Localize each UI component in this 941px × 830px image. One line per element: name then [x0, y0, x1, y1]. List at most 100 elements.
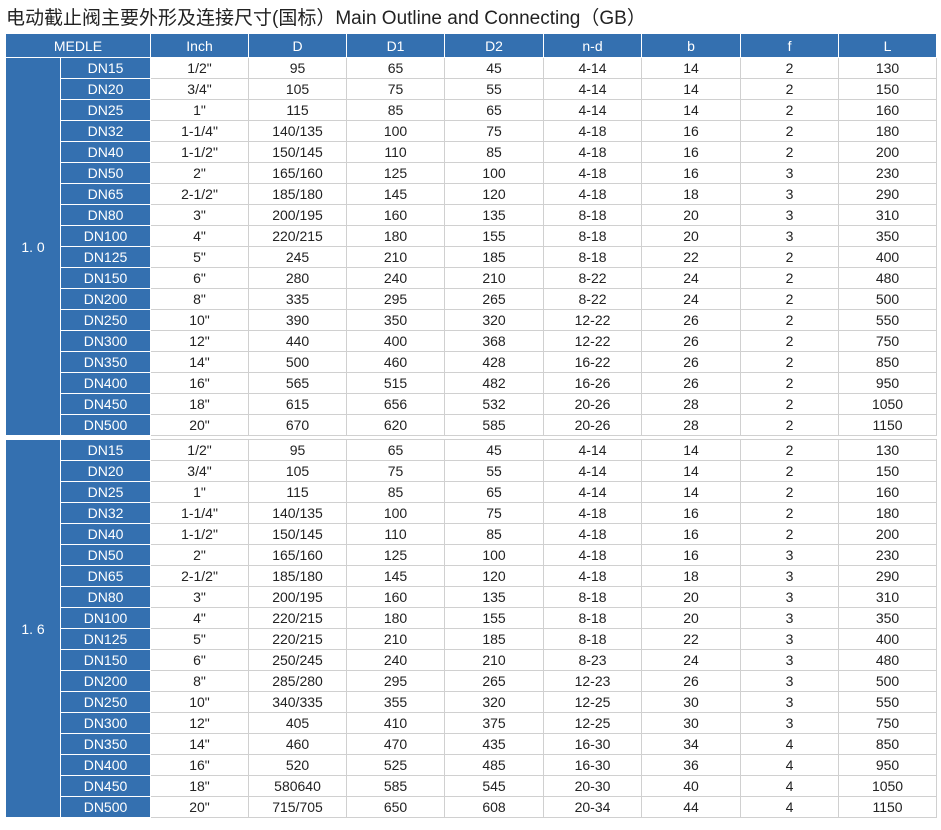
table-row: DN80 3" 200/195 160 135 8-18 20 3 310: [6, 586, 938, 608]
table-cell: 4-18: [543, 120, 643, 142]
table-cell: 220/215: [248, 225, 348, 247]
table-cell: 4-14: [543, 99, 643, 121]
dn-size-cell: DN15: [59, 439, 152, 461]
table-cell: 16": [150, 372, 250, 394]
table-cell: 110: [346, 141, 446, 163]
table-cell: 30: [641, 712, 742, 734]
table-cell: 8-18: [543, 607, 643, 629]
table-cell: 620: [346, 414, 446, 436]
table-cell: 8-18: [543, 628, 643, 650]
table-cell: 2: [740, 57, 840, 79]
table-row: DN200 8" 335 295 265 8-22 24 2 500: [6, 288, 938, 310]
table-cell: 105: [248, 460, 348, 482]
table-cell: 14: [641, 439, 742, 461]
table-cell: 26: [641, 309, 742, 331]
table-cell: 200: [838, 523, 938, 545]
table-cell: 8-18: [543, 586, 643, 608]
table-cell: 12-22: [543, 309, 643, 331]
table-cell: 75: [444, 120, 545, 142]
dn-size-cell: DN80: [59, 204, 152, 226]
table-cell: 515: [346, 372, 446, 394]
dn-size-cell: DN25: [59, 481, 152, 503]
table-cell: 18: [641, 183, 742, 205]
table-cell: 100: [346, 120, 446, 142]
dn-size-cell: DN500: [59, 414, 152, 436]
table-cell: 14": [150, 351, 250, 373]
dn-size-cell: DN32: [59, 502, 152, 524]
table-row: DN350 14" 500 460 428 16-22 26 2 850: [6, 351, 938, 373]
table-cell: 3: [740, 162, 840, 184]
table-cell: 850: [838, 733, 938, 755]
dn-size-cell: DN350: [59, 351, 152, 373]
table-cell: 120: [444, 183, 545, 205]
dn-size-cell: DN65: [59, 183, 152, 205]
table-cell: 14: [641, 99, 742, 121]
table-cell: 320: [444, 309, 545, 331]
column-header: D: [248, 33, 348, 58]
table-cell: 26: [641, 372, 742, 394]
table-cell: 20": [150, 796, 250, 818]
table-cell: 55: [444, 78, 545, 100]
table-cell: 8-22: [543, 267, 643, 289]
dn-size-cell: DN15: [59, 57, 152, 79]
table-cell: 26: [641, 670, 742, 692]
dn-size-cell: DN25: [59, 99, 152, 121]
table-cell: 1-1/2": [150, 141, 250, 163]
table-cell: 3: [740, 712, 840, 734]
table-row: 1. 0 DN15 1/2" 95 65 45 4-14 14 2 130: [5, 57, 938, 436]
table-cell: 400: [346, 330, 446, 352]
table-cell: 125: [346, 162, 446, 184]
table-row: DN20 3/4" 105 75 55 4-14 14 2 150: [6, 78, 938, 100]
table-cell: 580640: [248, 775, 348, 797]
table-cell: 290: [838, 565, 938, 587]
table-cell: 150: [838, 460, 938, 482]
table-cell: 16-26: [543, 372, 643, 394]
table-row: DN200 8" 285/280 295 265 12-23 26 3 500: [6, 670, 938, 692]
table-row: DN250 10" 390 350 320 12-22 26 2 550: [6, 309, 938, 331]
table-cell: 3": [150, 586, 250, 608]
table-cell: 16-22: [543, 351, 643, 373]
table-cell: 4-14: [543, 78, 643, 100]
table-cell: 2: [740, 330, 840, 352]
table-cell: 5": [150, 628, 250, 650]
table-cell: 310: [838, 586, 938, 608]
table-cell: 750: [838, 330, 938, 352]
table-cell: 550: [838, 691, 938, 713]
table-cell: 30: [641, 691, 742, 713]
table-row: DN150 6" 280 240 210 8-22 24 2 480: [6, 267, 938, 289]
table-cell: 2": [150, 544, 250, 566]
table-cell: 28: [641, 393, 742, 415]
table-cell: 2: [740, 481, 840, 503]
table-cell: 2: [740, 267, 840, 289]
table-cell: 1-1/4": [150, 120, 250, 142]
dn-size-cell: DN125: [59, 246, 152, 268]
dn-size-cell: DN300: [59, 330, 152, 352]
column-header: b: [641, 33, 742, 58]
dn-size-cell: DN20: [59, 460, 152, 482]
table-cell: 8-22: [543, 288, 643, 310]
table-cell: 368: [444, 330, 545, 352]
table-cell: 75: [346, 78, 446, 100]
table-cell: 3: [740, 225, 840, 247]
table-cell: 65: [444, 481, 545, 503]
table-cell: 185/180: [248, 565, 348, 587]
table-cell: 290: [838, 183, 938, 205]
table-cell: 200/195: [248, 586, 348, 608]
table-cell: 2: [740, 99, 840, 121]
table-cell: 280: [248, 267, 348, 289]
table-cell: 18": [150, 775, 250, 797]
table-row: DN450 18" 580640 585 545 20-30 40 4 1050: [6, 775, 938, 797]
header-row: MEDLE Inch D D1 D2 n-d b f L: [4, 33, 938, 58]
pressure-group-label: 1. 0: [5, 57, 61, 436]
table-cell: 8-18: [543, 204, 643, 226]
table-cell: 14: [641, 78, 742, 100]
table-cell: 165/160: [248, 544, 348, 566]
table-cell: 65: [346, 57, 446, 79]
table-cell: 320: [444, 691, 545, 713]
table-cell: 2": [150, 162, 250, 184]
dn-size-cell: DN300: [59, 712, 152, 734]
table-cell: 140/135: [248, 502, 348, 524]
table-cell: 1150: [838, 796, 938, 818]
table-cell: 2-1/2": [150, 565, 250, 587]
table-row: DN32 1-1/4" 140/135 100 75 4-18 16 2 180: [6, 120, 938, 142]
